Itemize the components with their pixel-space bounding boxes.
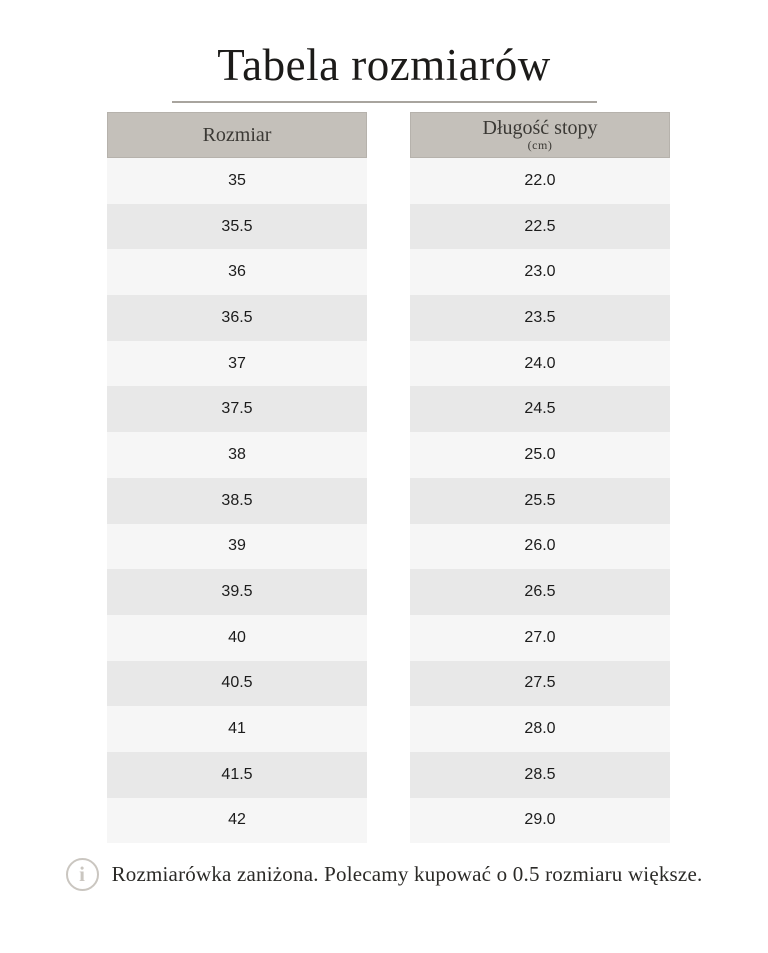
table-cell: 41 xyxy=(107,706,367,752)
table-cell: 24.5 xyxy=(410,386,670,433)
table-cell: 41.5 xyxy=(107,751,367,798)
size-column-header: Rozmiar xyxy=(107,112,367,158)
foot-length-column: Długość stopy (cm) 22.0 22.5 23.0 23.5 24.0 2… xyxy=(410,112,670,844)
size-chart-tables: Rozmiar 35 35.5 36 36.5 37 37.5 38 38.5 39 39.5 40… xyxy=(107,112,670,844)
page-title: Tabela rozmiarów xyxy=(217,40,551,90)
table-cell: 40.5 xyxy=(107,660,367,707)
table-cell: 38 xyxy=(107,432,367,478)
size-column-header-label: Rozmiar xyxy=(202,123,272,146)
table-cell: 36 xyxy=(107,249,367,296)
table-cell: 35.5 xyxy=(107,203,367,250)
size-column: Rozmiar 35 35.5 36 36.5 37 37.5 38 38.5 39 39.5 40… xyxy=(107,112,367,844)
table-cell: 28.5 xyxy=(410,751,670,798)
foot-length-column-rows: 22.0 22.5 23.0 23.5 24.0 24.5 25.0 25.5 26.0 26.5… xyxy=(410,158,670,844)
table-cell: 23.0 xyxy=(410,249,670,296)
table-cell: 22.0 xyxy=(410,158,670,204)
table-cell: 25.0 xyxy=(410,432,670,478)
table-cell: 28.0 xyxy=(410,706,670,752)
table-cell: 39 xyxy=(107,523,367,570)
footnote: i Rozmiarówka zaniżona. Polecamy kupować… xyxy=(0,858,768,891)
footnote-text: Rozmiarówka zaniżona. Polecamy kupować o… xyxy=(111,862,703,886)
table-cell: 26.5 xyxy=(410,569,670,615)
table-cell: 42 xyxy=(107,797,367,844)
table-cell: 37.5 xyxy=(107,386,367,433)
foot-length-column-header-label: Długość stopy xyxy=(482,117,598,140)
table-cell: 36.5 xyxy=(107,295,367,341)
table-cell: 39.5 xyxy=(107,569,367,615)
table-cell: 23.5 xyxy=(410,295,670,341)
table-cell: 38.5 xyxy=(107,477,367,524)
foot-length-column-header: Długość stopy (cm) xyxy=(410,112,670,158)
table-cell: 27.5 xyxy=(410,660,670,707)
table-cell: 29.0 xyxy=(410,797,670,844)
foot-length-column-header-unit: (cm) xyxy=(527,138,553,153)
table-cell: 24.0 xyxy=(410,340,670,387)
table-cell: 37 xyxy=(107,340,367,387)
size-column-rows: 35 35.5 36 36.5 37 37.5 38 38.5 39 39.5 40 40.5 41 41… xyxy=(107,158,367,844)
table-cell: 26.0 xyxy=(410,523,670,570)
table-cell: 22.5 xyxy=(410,203,670,250)
table-cell: 40 xyxy=(107,614,367,661)
table-cell: 25.5 xyxy=(410,477,670,524)
title-underline xyxy=(172,101,597,103)
info-icon: i xyxy=(65,858,99,891)
table-cell: 35 xyxy=(107,158,367,204)
table-cell: 27.0 xyxy=(410,614,670,661)
